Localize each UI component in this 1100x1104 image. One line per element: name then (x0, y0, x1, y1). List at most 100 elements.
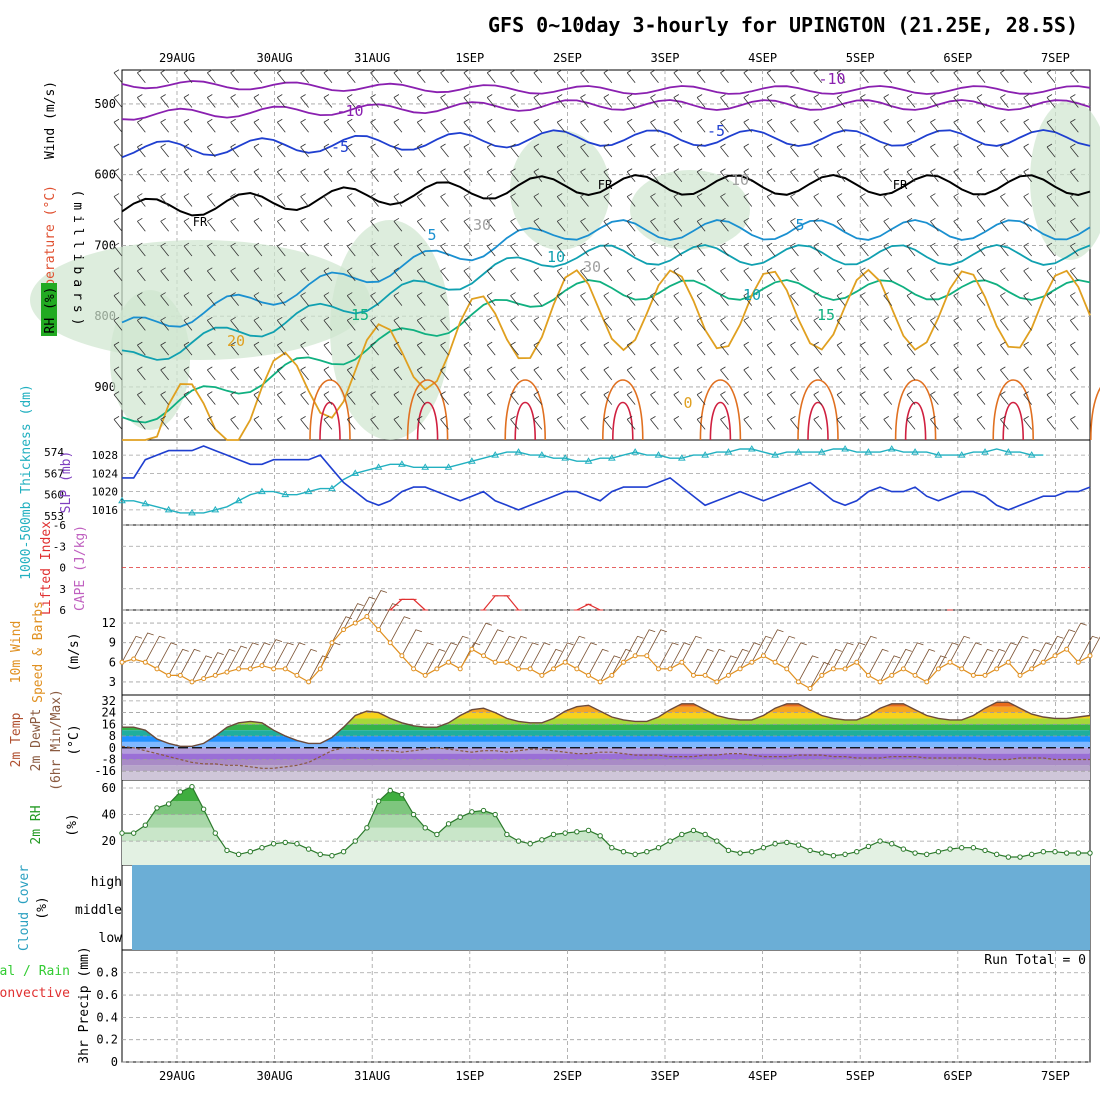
wind-barb (696, 143, 706, 158)
rh2m-point (317, 851, 323, 858)
wind-barb (720, 416, 729, 430)
wind-barb (370, 317, 379, 331)
date-label-top: 30AUG (257, 51, 293, 65)
wind-barb (836, 193, 846, 207)
rh2m-point (620, 849, 627, 855)
wind-barb (393, 242, 403, 257)
wind-barb (860, 391, 869, 405)
wind-barb (300, 341, 309, 356)
wind-barb (976, 391, 986, 405)
wind10-barb (529, 642, 551, 670)
wind10-barb (658, 642, 679, 670)
wind-barb (696, 168, 706, 183)
wind-barb (953, 267, 963, 282)
upper-ytick-label: 600 (94, 168, 116, 182)
wind-barb (860, 69, 869, 83)
rh2m-ylabel: 2m RH (29, 805, 44, 844)
wind-barb (510, 317, 519, 331)
date-label-top: 31AUG (354, 51, 390, 65)
rh2m-point (469, 809, 475, 815)
wind10-speed-point (201, 676, 207, 682)
wind-barb (113, 94, 123, 108)
wind-barb (603, 267, 613, 282)
wind-barb (860, 168, 869, 183)
wind-barb (416, 391, 426, 405)
wind-barb (1023, 416, 1033, 430)
wind10-speed-point (189, 679, 195, 685)
wind-barb (510, 366, 519, 381)
wind-barb (836, 168, 846, 183)
wind-barb (183, 118, 193, 133)
wind-barb (1070, 143, 1079, 158)
rh2m-point (539, 837, 545, 843)
wind10-ytick-label: 3 (109, 675, 116, 689)
wind-barb (486, 242, 496, 257)
lifted-ylabel-li: Lifted Index (39, 521, 54, 615)
rh2m-point (270, 841, 277, 847)
rh-label-box (41, 283, 57, 336)
wind-barb (276, 416, 286, 430)
wind10-barb (634, 629, 656, 656)
wind-barb (510, 267, 519, 282)
rh2m-point (574, 829, 580, 835)
wind10-barb (763, 629, 784, 656)
wind-barb (580, 366, 589, 381)
wind-barb (486, 416, 496, 430)
wind-barb (906, 118, 916, 133)
wind-barb (1000, 366, 1009, 381)
wind-barb (1000, 118, 1009, 133)
isotherm-line (121, 244, 1091, 361)
wind-barb (696, 193, 706, 207)
wind-barb (300, 292, 309, 306)
rh2m-point (224, 847, 230, 854)
wind-barb (183, 94, 193, 108)
wind-barb (160, 168, 169, 183)
wind-barb (813, 366, 823, 381)
wind-barb (696, 267, 706, 282)
wind-barb (650, 143, 659, 158)
wind-barb (1023, 317, 1033, 331)
contour-label: 5 (427, 226, 436, 244)
wind-barb (113, 242, 123, 257)
wind-barb (416, 193, 426, 207)
wind10-barb (693, 648, 714, 676)
wind-barb (673, 317, 683, 331)
wind-barb (626, 94, 636, 108)
wind-barb (556, 341, 566, 356)
wind-barb (113, 341, 123, 356)
wind-barb (533, 94, 543, 108)
wind10-speed-point (586, 672, 592, 678)
wind10-barb (191, 655, 213, 683)
wind10-speed-point (737, 666, 743, 672)
temp-band (122, 718, 1090, 725)
thickness-marker (421, 463, 430, 470)
wind10-barb (179, 648, 201, 676)
wind-barb (230, 69, 239, 83)
wind10-speed-point (317, 666, 323, 672)
wind-barb (883, 143, 893, 158)
wind10-speed-point (1017, 672, 1023, 678)
temp2m-ytick-label: 16 (102, 717, 116, 731)
wind-barb (883, 317, 893, 331)
wind-barb (183, 267, 193, 282)
rh2m-point (399, 791, 405, 798)
rh2m-point (1028, 851, 1035, 858)
wind-barb (603, 366, 613, 381)
wind-barb (253, 366, 263, 381)
wind10-barb (401, 629, 423, 656)
wind-barb (720, 317, 729, 331)
wind-barb (160, 94, 169, 108)
wind-barb (486, 391, 496, 405)
wind10-speed-point (947, 659, 953, 665)
cloud-level-label: middle (75, 903, 122, 918)
wind-barb (276, 267, 286, 282)
wind-barb (393, 366, 403, 381)
temp2m-ylabel-1: 2m Temp (9, 712, 24, 767)
wind-barb (953, 69, 963, 83)
wind10-speed-point (620, 659, 626, 665)
rh2m-point (632, 851, 638, 858)
wind-barb (650, 317, 659, 331)
wind-barb (580, 242, 589, 257)
wind-barb (883, 416, 893, 430)
wind-barb (440, 391, 449, 405)
